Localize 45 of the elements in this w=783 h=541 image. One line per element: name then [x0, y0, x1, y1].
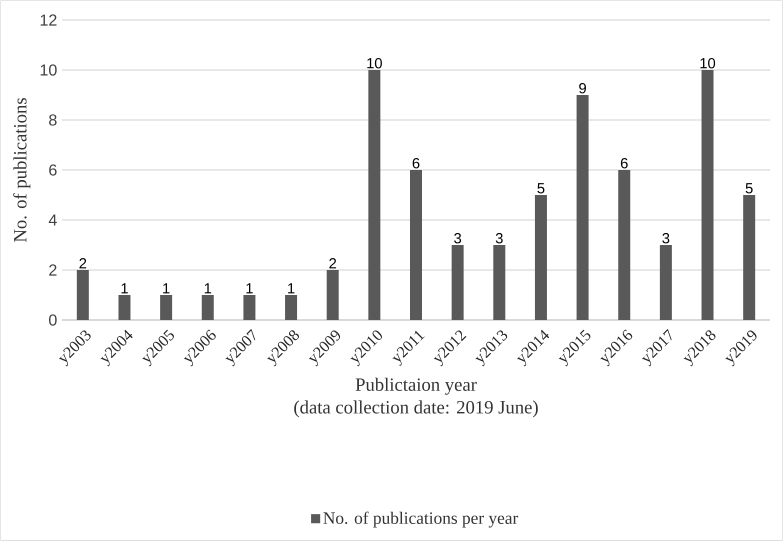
bar — [534, 194, 547, 320]
bar — [452, 244, 464, 320]
bar — [76, 270, 89, 320]
bar — [160, 294, 172, 320]
data-label: 10 — [700, 58, 716, 68]
bar — [493, 244, 506, 320]
y-tick-label: 8 — [49, 114, 57, 126]
bar — [576, 94, 589, 320]
y-tick-label: 6 — [49, 164, 57, 176]
data-label: 6 — [412, 158, 420, 168]
text: (data collection date: 2019 June) — [294, 400, 538, 418]
y-tick-label: 12 — [40, 14, 56, 26]
y-tick-label: 4 — [48, 214, 57, 226]
data-label: 1 — [246, 283, 253, 294]
bar — [660, 244, 672, 320]
data-label: 10 — [367, 58, 382, 68]
data-label: 5 — [746, 183, 753, 194]
bar — [202, 294, 214, 320]
x-axis-title: Publictaion year — [356, 378, 477, 395]
data-label: 3 — [454, 233, 462, 244]
bar — [285, 294, 298, 320]
bar — [368, 70, 380, 320]
legend-label: No. of publications per year — [323, 512, 518, 528]
bar — [326, 270, 339, 320]
data-label: 1 — [288, 283, 294, 294]
data-label: 1 — [204, 283, 212, 294]
data-label: 2 — [79, 258, 86, 268]
bar — [118, 294, 130, 320]
bar — [702, 70, 714, 320]
data-label: 3 — [662, 233, 670, 244]
y-axis-title: No. of publications — [13, 98, 30, 242]
bar — [243, 294, 256, 320]
bar — [618, 170, 630, 320]
data-label: 1 — [122, 283, 128, 294]
bar — [410, 170, 422, 320]
data-label: 9 — [579, 83, 586, 94]
y-tick-label: 10 — [40, 64, 57, 76]
data-label: 3 — [496, 233, 503, 244]
data-label: 6 — [620, 158, 628, 168]
data-label: 5 — [537, 183, 544, 194]
y-tick-label: 2 — [49, 264, 56, 276]
data-label: 1 — [163, 283, 170, 294]
y-tick-label: 0 — [49, 314, 57, 326]
bar — [743, 194, 756, 320]
data-label: 2 — [329, 258, 336, 268]
